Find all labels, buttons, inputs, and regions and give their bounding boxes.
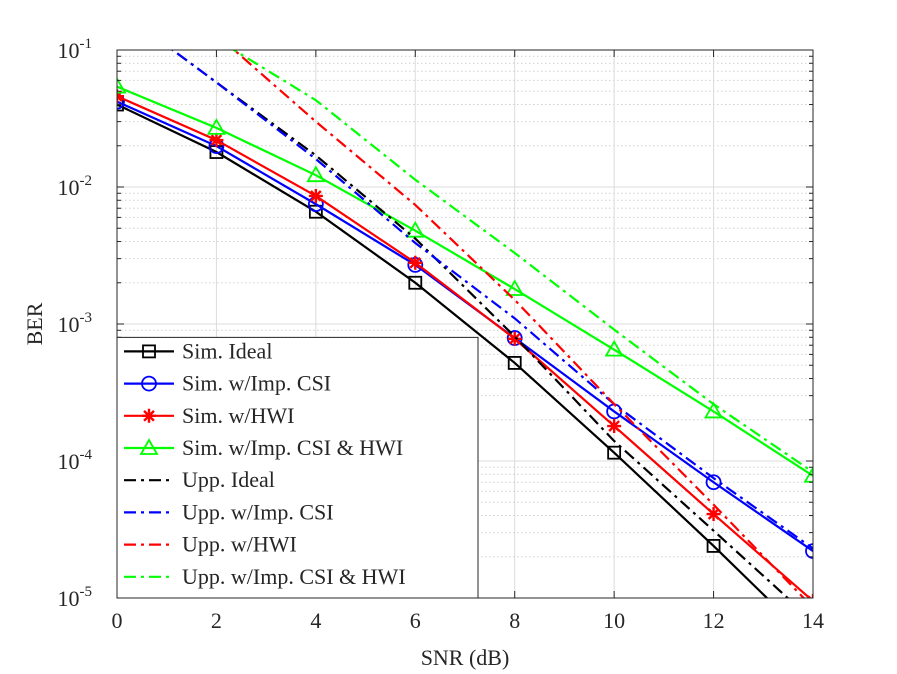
marker-square	[706, 539, 721, 553]
y-tick-exponent: -2	[80, 173, 93, 189]
x-axis-label: SNR (dB)	[421, 645, 510, 670]
y-tick-base: 10	[58, 175, 80, 200]
marker-triangle	[405, 220, 425, 238]
marker-square	[807, 637, 819, 649]
marker-star	[142, 408, 156, 423]
marker-triangle	[803, 465, 813, 483]
x-tick-label: 8	[509, 608, 520, 633]
y-tick-base: 10	[58, 312, 80, 337]
marker-circle	[805, 543, 813, 559]
marker-square	[507, 356, 522, 370]
y-tick-exponent: -4	[80, 447, 93, 463]
legend-label: Sim. w/HWI	[182, 403, 294, 428]
legend-label: Upp. w/Imp. CSI	[182, 499, 334, 524]
marker-square	[607, 445, 622, 460]
marker-star	[408, 255, 423, 270]
marker-triangle	[604, 339, 624, 357]
series-line	[117, 85, 813, 477]
marker-square	[142, 344, 156, 359]
marker-star	[507, 331, 522, 346]
y-tick-base: 10	[58, 586, 80, 611]
marker-triangle	[306, 165, 326, 183]
marker-triangle	[139, 438, 159, 455]
legend-label: Upp. Ideal	[182, 467, 275, 492]
legend-label: Sim. w/Imp. CSI & HWI	[182, 435, 403, 460]
y-tick-label: 10-5	[58, 584, 93, 611]
marker-triangle	[704, 401, 724, 419]
y-tick-base: 10	[58, 38, 80, 63]
marker-triangle	[117, 76, 127, 94]
y-axis-label: BER	[22, 302, 47, 345]
legend-label: Sim. Ideal	[182, 338, 272, 363]
legend-label: Upp. w/Imp. CSI & HWI	[182, 564, 406, 589]
series-line	[117, 95, 812, 598]
marker-triangle	[206, 118, 226, 135]
marker-circle	[117, 93, 125, 110]
y-tick-label: 10-2	[58, 173, 93, 200]
x-tick-label: 12	[703, 608, 725, 633]
legend-label: Upp. w/HWI	[182, 532, 297, 557]
marker-triangle	[505, 279, 525, 296]
marker-star	[607, 419, 622, 434]
marker-circle	[141, 375, 157, 392]
marker-square	[408, 275, 423, 290]
marker-star	[308, 188, 323, 203]
x-tick-label: 10	[603, 608, 625, 633]
y-tick-label: 10-3	[58, 310, 93, 337]
legend: Sim. Ideal Sim. w/Imp. CSI Sim. w/HWI Sim. …	[116, 336, 479, 599]
marker-star	[706, 507, 721, 522]
series-line	[232, 50, 806, 598]
y-tick-exponent: -3	[80, 310, 93, 326]
y-tick-base: 10	[58, 449, 80, 474]
series-line	[117, 103, 769, 598]
marker-square	[308, 204, 323, 219]
x-tick-label: 0	[112, 608, 123, 633]
series-line	[170, 50, 813, 550]
legend-label: Sim. w/Imp. CSI	[182, 371, 331, 396]
legend-box	[116, 336, 479, 599]
marker-star	[209, 133, 224, 148]
y-tick-label: 10-4	[58, 447, 93, 474]
lines	[117, 50, 819, 649]
x-tick-label: 4	[310, 608, 321, 633]
x-tick-label: 6	[410, 608, 421, 633]
y-tick-exponent: -5	[80, 584, 93, 600]
y-tick-label: 10-1	[58, 36, 93, 63]
y-tick-exponent: -1	[80, 36, 93, 52]
series-line	[231, 50, 813, 473]
x-tick-label: 2	[211, 608, 222, 633]
x-tick-label: 14	[802, 608, 824, 633]
